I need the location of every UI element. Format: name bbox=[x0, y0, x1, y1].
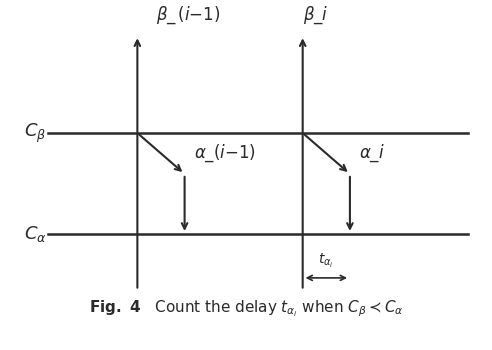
Text: $\alpha\_i$: $\alpha\_i$ bbox=[359, 143, 385, 164]
Text: $\beta\_\/(i{-}1)$: $\beta\_\/(i{-}1)$ bbox=[156, 4, 220, 26]
Text: $\mathbf{Fig.\ 4}$   Count the delay $t_{\alpha_i}$ when $C_{\beta} \prec C_{\al: $\mathbf{Fig.\ 4}$ Count the delay $t_{\… bbox=[89, 298, 403, 319]
Text: $t_{\alpha_i}$: $t_{\alpha_i}$ bbox=[318, 252, 334, 270]
Text: $C_{\beta}$: $C_{\beta}$ bbox=[24, 121, 46, 145]
Text: $\beta\_i$: $\beta\_i$ bbox=[303, 4, 328, 26]
Text: $\alpha\_(i{-}1)$: $\alpha\_(i{-}1)$ bbox=[194, 143, 256, 164]
Text: $C_{\alpha}$: $C_{\alpha}$ bbox=[24, 224, 47, 244]
